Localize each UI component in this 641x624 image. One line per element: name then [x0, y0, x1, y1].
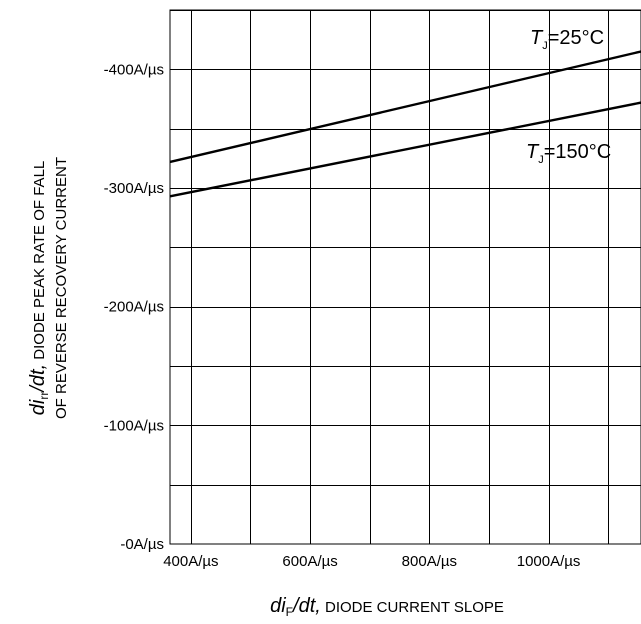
series-label-150c-var: T [526, 141, 540, 163]
grid-layer [170, 10, 641, 544]
y-tick-label: -0A/µs [120, 536, 164, 553]
y-axis-title-line2: OF REVERSE RECOVERY CURRENT [53, 157, 70, 419]
series-label-25c: TJ=25°C [530, 27, 604, 52]
plot-frame [169, 9, 641, 545]
y-axis-title: dirr/dt, DIODE PEAK RATE OF FALL OF REVE… [27, 157, 70, 419]
series-label-25c-sub: J [542, 40, 548, 52]
x-tick-label: 800A/µs [402, 553, 457, 570]
y-tick-label: -200A/µs [104, 299, 164, 316]
y-axis-title-tail: /dt, [27, 364, 49, 394]
x-axis-title-var: di [270, 595, 286, 617]
series-line-150c [169, 101, 641, 198]
y-tick-label: -400A/µs [104, 61, 164, 78]
y-axis-title-line1: dirr/dt, DIODE PEAK RATE OF FALL [27, 161, 51, 415]
series-label-150c-sub: J [538, 154, 544, 166]
x-tick-label: 600A/µs [282, 553, 337, 570]
tick-layer: 400A/µs 600A/µs 800A/µs 1000A/µs -0A/µs -100A… [104, 61, 581, 570]
x-axis-title: diF/dt, DIODE CURRENT SLOPE [270, 595, 504, 619]
series-label-25c-var: T [530, 27, 544, 49]
x-axis-title-sub: F [286, 605, 293, 619]
series-label-150c-rest: =150°C [544, 141, 612, 163]
x-axis-title-desc: DIODE CURRENT SLOPE [321, 599, 504, 616]
x-axis-title-tail: /dt, [291, 595, 321, 617]
x-tick-label: 400A/µs [163, 553, 218, 570]
series-layer [169, 50, 641, 198]
y-axis-title-var: di [27, 399, 49, 415]
y-tick-label: -100A/µs [104, 417, 164, 434]
y-axis-title-sub: rr [37, 392, 51, 400]
y-tick-label: -300A/µs [104, 180, 164, 197]
series-label-150c: TJ=150°C [526, 141, 611, 166]
x-tick-label: 1000A/µs [517, 553, 581, 570]
series-line-25c [169, 50, 641, 164]
series-label-25c-rest: =25°C [548, 27, 604, 49]
y-axis-title-desc: DIODE PEAK RATE OF FALL [31, 161, 48, 364]
